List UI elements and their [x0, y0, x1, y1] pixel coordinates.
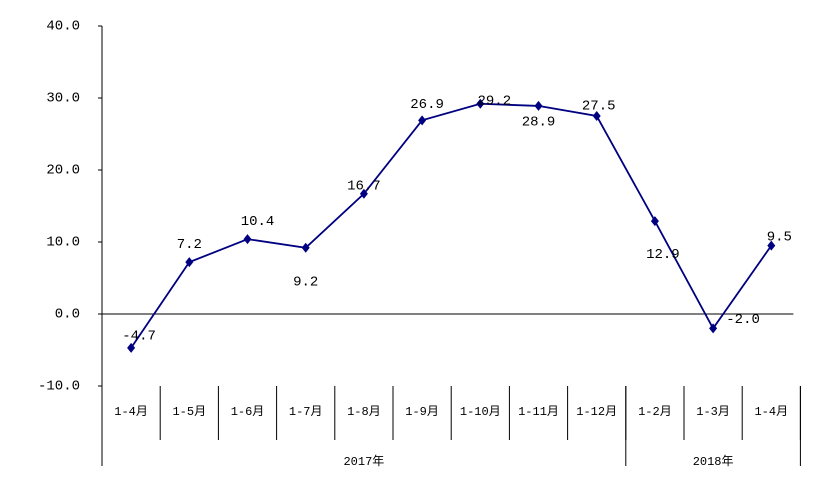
marker — [243, 234, 252, 245]
x-tick-label: 1-10月 — [460, 405, 501, 419]
data-label: 28.9 — [522, 115, 556, 131]
data-label: 9.5 — [767, 229, 792, 245]
x-tick-label: 1-8月 — [347, 405, 381, 419]
data-label: 16.7 — [347, 178, 381, 194]
data-label: 10.4 — [241, 214, 275, 230]
marker — [476, 98, 485, 109]
x-tick-label: 1-4月 — [114, 405, 148, 419]
x-tick-label: 1-11月 — [518, 405, 559, 419]
y-tick-label: -10.0 — [38, 379, 80, 395]
x-tick-label: 1-3月 — [696, 405, 730, 419]
marker — [127, 342, 136, 353]
group-label: 2018年 — [693, 454, 734, 469]
x-tick-label: 1-5月 — [172, 405, 206, 419]
data-label: 9.2 — [293, 274, 318, 290]
x-tick-label: 1-7月 — [289, 405, 323, 419]
marker — [650, 216, 659, 227]
data-label: 7.2 — [177, 237, 202, 253]
data-label: 26.9 — [410, 97, 444, 113]
data-label: -4.7 — [122, 329, 156, 345]
y-tick-label: 0.0 — [55, 307, 80, 323]
y-tick-label: 20.0 — [46, 163, 80, 179]
y-tick-label: 30.0 — [46, 91, 80, 107]
y-tick-label: 40.0 — [46, 19, 80, 35]
data-label: -2.0 — [726, 312, 760, 328]
y-tick-label: 10.0 — [46, 235, 80, 251]
x-tick-label: 1-9月 — [405, 405, 439, 419]
marker — [592, 111, 601, 121]
data-label: 27.5 — [582, 99, 616, 115]
marker — [359, 188, 368, 199]
x-tick-label: 1-4月 — [754, 405, 788, 419]
marker — [418, 115, 427, 126]
marker — [534, 100, 543, 111]
marker — [301, 242, 310, 253]
data-label: 29.2 — [477, 93, 511, 109]
marker — [709, 323, 718, 334]
group-label: 2017年 — [343, 454, 384, 469]
line — [130, 102, 773, 349]
data-label: 12.9 — [646, 247, 680, 263]
x-tick-label: 1-6月 — [231, 405, 265, 419]
x-tick-label: 1-2月 — [638, 405, 672, 419]
x-tick-label: 1-12月 — [576, 405, 617, 419]
marker — [185, 257, 194, 268]
marker — [767, 240, 776, 251]
